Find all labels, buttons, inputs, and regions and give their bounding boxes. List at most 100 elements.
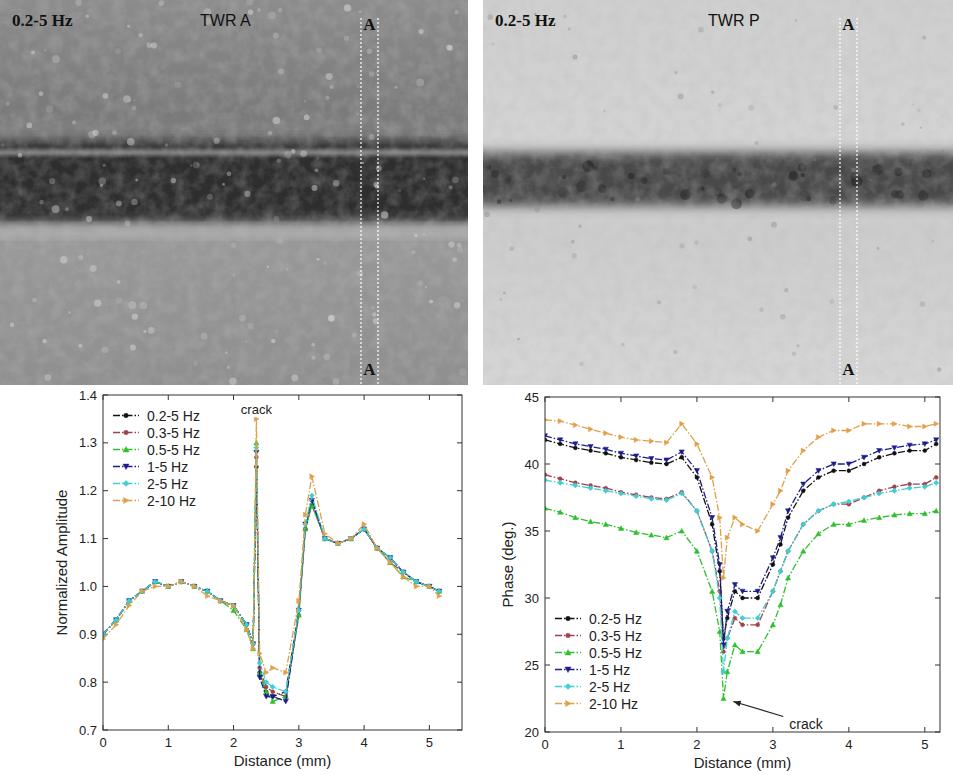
y-tick [103, 490, 108, 491]
y-tick [935, 531, 940, 532]
y-tick-label: 0.9 [79, 627, 97, 642]
legend: 0.2-5 Hz0.3-5 Hz0.5-5 Hz1-5 Hz2-5 Hz2-10… [555, 611, 642, 712]
data-point [664, 458, 669, 463]
data-point [679, 450, 684, 455]
x-tick [429, 725, 430, 730]
data-point [740, 649, 745, 654]
data-point [127, 599, 131, 603]
data-point [934, 438, 939, 443]
data-point [664, 535, 669, 540]
legend-label: 0.5-5 Hz [147, 442, 200, 458]
data-point [740, 589, 745, 594]
data-point [205, 589, 209, 593]
data-point [725, 636, 729, 640]
data-point [741, 623, 745, 627]
x-tick-label: 4 [845, 737, 852, 752]
data-point [741, 596, 745, 600]
legend-marker [124, 413, 129, 418]
data-point [362, 527, 366, 531]
data-point [892, 451, 896, 455]
data-point [205, 589, 210, 594]
data-point [710, 549, 715, 554]
data-point [205, 589, 209, 593]
series-line [103, 467, 439, 697]
x-tick [429, 395, 430, 400]
data-point [588, 486, 593, 491]
data-point [861, 518, 866, 523]
data-point [140, 589, 144, 593]
data-point [218, 598, 223, 603]
data-point [817, 475, 821, 479]
x-tick [696, 397, 697, 402]
data-point [322, 536, 327, 541]
data-point [634, 530, 639, 535]
data-point [558, 419, 563, 424]
x-tick [620, 397, 621, 402]
data-point [786, 468, 791, 473]
frequency-label: 0.2-5 Hz [495, 11, 556, 30]
section-label: A [842, 15, 855, 34]
image-background [0, 0, 468, 385]
data-point [695, 441, 700, 446]
data-point [695, 509, 699, 513]
y-tick [545, 598, 550, 599]
data-point [588, 445, 593, 450]
data-point [336, 541, 340, 545]
data-point [388, 560, 393, 565]
data-point [335, 541, 340, 546]
data-point [303, 512, 308, 517]
legend-marker [124, 430, 129, 435]
data-point [283, 689, 288, 694]
data-point [375, 546, 380, 551]
plot-background [545, 397, 940, 732]
data-point [877, 515, 882, 520]
data-point [166, 584, 170, 588]
data-point [437, 589, 442, 594]
y-tick [457, 442, 462, 443]
data-point [710, 589, 715, 594]
section-label: A [842, 360, 855, 379]
x-tick-label: 3 [295, 735, 302, 750]
data-point [923, 449, 927, 453]
data-point [179, 580, 183, 584]
data-point [245, 627, 250, 632]
data-point [401, 574, 406, 579]
legend-marker [123, 464, 129, 469]
data-point [437, 589, 441, 593]
data-point [733, 515, 738, 520]
data-point [861, 455, 866, 460]
data-point [680, 455, 684, 459]
x-tick [924, 727, 925, 732]
data-point [877, 449, 882, 454]
data-point [717, 562, 722, 567]
section-label: A [363, 15, 376, 34]
data-point [271, 690, 275, 694]
data-point [264, 670, 269, 675]
data-point [127, 599, 131, 603]
x-tick-label: 1 [617, 737, 624, 752]
data-point [755, 616, 760, 621]
data-point [618, 526, 623, 531]
data-point [619, 435, 624, 440]
chart: 0123450.70.80.91.01.11.21.31.4Distance (… [53, 388, 462, 770]
data-point [232, 603, 237, 608]
data-point [770, 589, 775, 594]
data-point [166, 584, 171, 589]
data-point [892, 488, 897, 493]
data-point [679, 491, 684, 496]
legend-label: 0.3-5 Hz [147, 425, 200, 441]
y-tick [457, 634, 462, 635]
legend-marker [566, 701, 571, 707]
x-tick [924, 397, 925, 402]
legend-label: 2-10 Hz [589, 696, 638, 712]
y-tick [545, 464, 550, 465]
data-point [349, 536, 354, 541]
y-tick [935, 464, 940, 465]
data-point [755, 589, 760, 594]
data-point [892, 446, 897, 451]
data-point [770, 622, 775, 627]
section-line [377, 18, 378, 385]
data-point [558, 438, 563, 443]
data-point [846, 499, 851, 504]
data-point [558, 510, 563, 515]
